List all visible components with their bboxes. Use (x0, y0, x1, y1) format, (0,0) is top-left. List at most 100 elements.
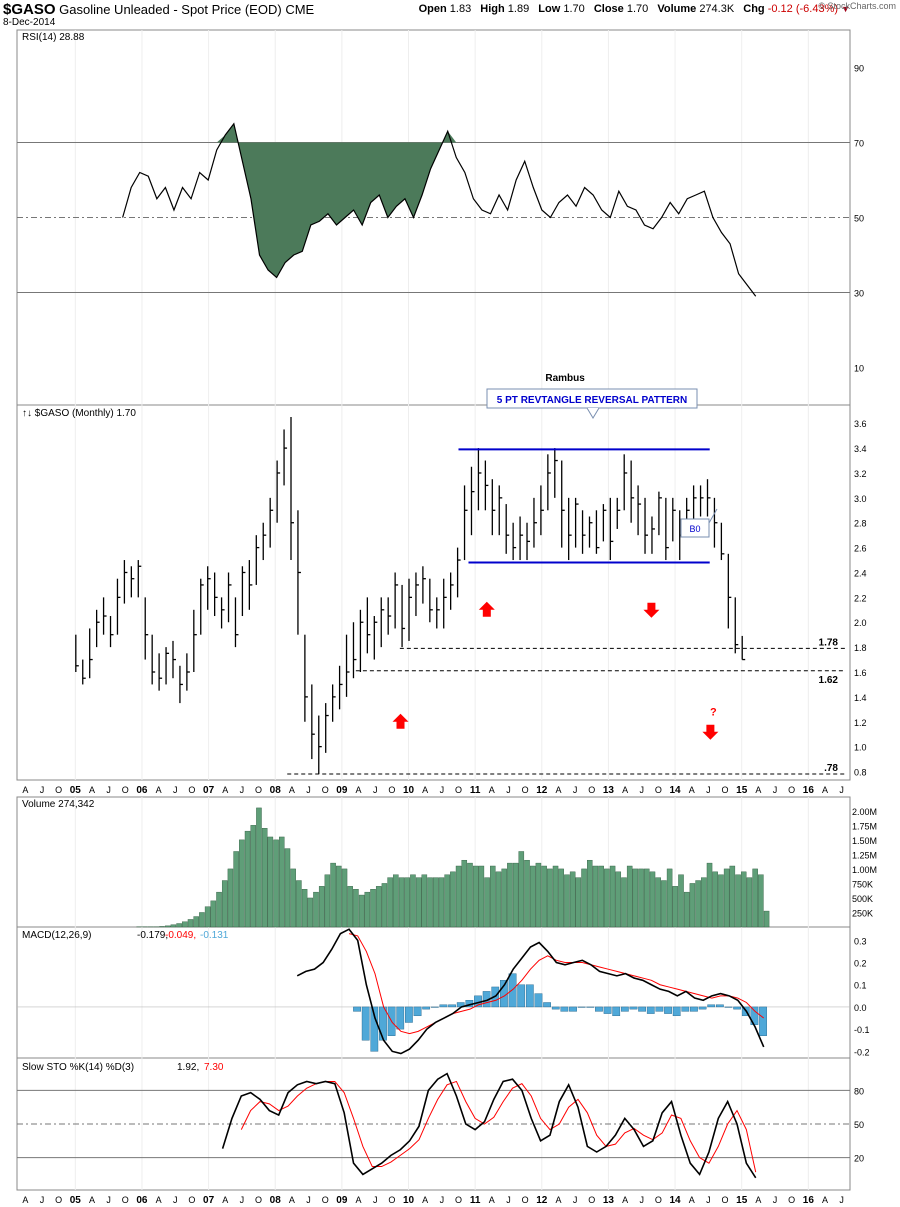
volume-bar (632, 868, 639, 928)
bottom-x-tick-label: J (506, 1195, 511, 1205)
macd-histogram-bar (638, 1006, 646, 1012)
macd-histogram-bar (543, 1002, 551, 1008)
price-ohlc-bar (554, 448, 558, 498)
bottom-x-tick-label: A (489, 1195, 495, 1205)
volume-bar (193, 916, 199, 928)
price-ohlc-bar (568, 497, 572, 561)
volume-tick-label: 750K (852, 879, 873, 889)
bottom-x-tick-label: 05 (70, 1195, 82, 1206)
price-ohlc-bar (616, 497, 621, 529)
volume-bar (159, 926, 165, 928)
macd-histogram-bar (681, 1006, 690, 1012)
volume-bar (250, 825, 257, 928)
bottom-x-tick-label: A (422, 1195, 428, 1205)
macd-legend-prefix: MACD(12,26,9) (22, 930, 91, 941)
volume-bar (581, 868, 587, 928)
price-ohlc-bar (227, 572, 232, 623)
volume-bar (678, 874, 684, 928)
macd-histogram-bar (707, 1004, 716, 1008)
price-ohlc-bar (387, 597, 392, 635)
volume-bar (353, 889, 359, 928)
bottom-x-tick-label: A (156, 1195, 162, 1205)
price-x-tick-label: 06 (136, 785, 148, 796)
price-x-tick-label: J (440, 785, 445, 795)
volume-bar (438, 877, 445, 928)
price-tick-label: 1.0 (854, 743, 867, 753)
price-x-tick-label: 07 (203, 785, 215, 796)
macd-histogram-bar (620, 1006, 629, 1012)
bottom-x-tick-label: 15 (736, 1195, 748, 1206)
volume-bar (398, 877, 405, 928)
macd-histogram-bar (370, 1006, 379, 1052)
price-x-tick-label: 14 (670, 785, 682, 796)
macd-histogram-bar (629, 1006, 638, 1010)
price-tick-label: 3.2 (854, 469, 867, 479)
price-ohlc-bar (234, 597, 239, 648)
price-ohlc-bar (491, 479, 496, 536)
volume-bar (552, 865, 559, 928)
volume-tick-label: 1.00M (852, 865, 877, 875)
close-value: 1.70 (626, 3, 649, 15)
bottom-x-tick-label: O (655, 1195, 662, 1205)
volume-bar (284, 848, 291, 928)
bottom-x-tick-label: A (555, 1195, 561, 1205)
price-ohlc-bar (109, 616, 114, 648)
bottom-x-tick-label: 12 (536, 1195, 548, 1206)
volume-bar (176, 923, 182, 928)
bottom-x-tick-label: 07 (203, 1195, 215, 1206)
volume-bar (393, 874, 399, 928)
price-ohlc-bar (332, 684, 336, 722)
price-ohlc-bar (456, 547, 461, 598)
price-x-tick-label: A (422, 785, 428, 795)
bottom-x-tick-label: 10 (403, 1195, 415, 1206)
price-ohlc-bar (609, 497, 614, 561)
price-x-tick-label: J (573, 785, 578, 795)
price-ohlc-bar (665, 497, 669, 561)
bottom-x-tick-label: J (706, 1195, 711, 1205)
volume-bar (592, 865, 599, 928)
price-ohlc-bar (345, 634, 350, 697)
price-ohlc-bar (651, 516, 655, 554)
price-ohlc-bar (165, 647, 170, 685)
macd-histogram-bar (560, 1006, 569, 1012)
volume-bar (296, 880, 302, 928)
rsi-legend: RSI(14) 28.88 (22, 32, 85, 43)
volume-bar (746, 877, 753, 928)
stoch-k-line (221, 1072, 757, 1179)
arrow-up-icon (392, 713, 409, 729)
price-x-tick-label: A (822, 785, 828, 795)
macd-histogram-bar (361, 1006, 370, 1041)
price-ohlc-bar (186, 653, 190, 691)
price-ohlc-bar (283, 429, 288, 486)
price-ohlc-bar (463, 485, 468, 561)
chart-date: 8-Dec-2014 (3, 17, 56, 28)
price-x-tick-label: A (555, 785, 561, 795)
price-x-tick-label: O (122, 785, 129, 795)
volume-bar (444, 874, 450, 928)
price-ohlc-bar (75, 634, 79, 672)
volume-bar (415, 877, 422, 928)
price-tick-label: 2.0 (854, 618, 867, 628)
chg-down-triangle-icon: ▼ (841, 4, 850, 14)
macd-histogram-bar (698, 1006, 707, 1010)
volume-bar (472, 865, 479, 928)
volume-tick-label: 1.75M (852, 821, 877, 831)
volume-bar (649, 871, 656, 928)
bottom-x-tick-label: A (822, 1195, 828, 1205)
macd-histogram-bar (655, 1006, 664, 1012)
bottom-x-tick-label: J (440, 1195, 445, 1205)
volume-bar (541, 865, 547, 928)
bottom-x-tick-label: J (373, 1195, 378, 1205)
macd-histogram-bar (577, 1006, 586, 1008)
breakout-box (680, 518, 710, 538)
volume-bar (273, 839, 279, 928)
volume-label: Volume (657, 3, 697, 15)
price-ohlc-bar (713, 497, 718, 548)
volume-bar (170, 924, 177, 928)
volume-bar (655, 877, 661, 928)
bottom-x-tick-label: A (755, 1195, 761, 1205)
volume-bar (661, 880, 667, 928)
bottom-x-tick-label: 16 (803, 1195, 815, 1206)
volume-bar (313, 891, 319, 928)
macd-histogram-bar (379, 1006, 387, 1041)
